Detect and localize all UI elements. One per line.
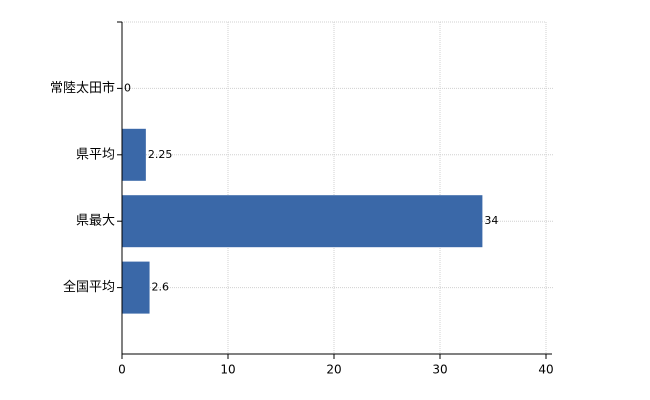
- x-tick-label: 30: [432, 363, 447, 377]
- x-tick-label: 20: [326, 363, 341, 377]
- bar: [122, 261, 150, 314]
- value-label: 34: [484, 214, 498, 227]
- x-tick-label: 0: [118, 363, 126, 377]
- value-label: 0: [124, 81, 131, 94]
- y-tick-label: 県最大: [76, 214, 115, 229]
- x-tick-label: 40: [538, 363, 553, 377]
- y-tick-label: 全国平均: [63, 279, 115, 295]
- value-label: 2.25: [148, 148, 173, 161]
- x-tick-label: 10: [220, 363, 235, 377]
- y-tick-label: 常陸太田市: [50, 80, 115, 96]
- value-label: 2.6: [152, 281, 170, 294]
- bar: [122, 195, 483, 248]
- y-tick-label: 県平均: [76, 147, 115, 162]
- bar: [122, 128, 146, 181]
